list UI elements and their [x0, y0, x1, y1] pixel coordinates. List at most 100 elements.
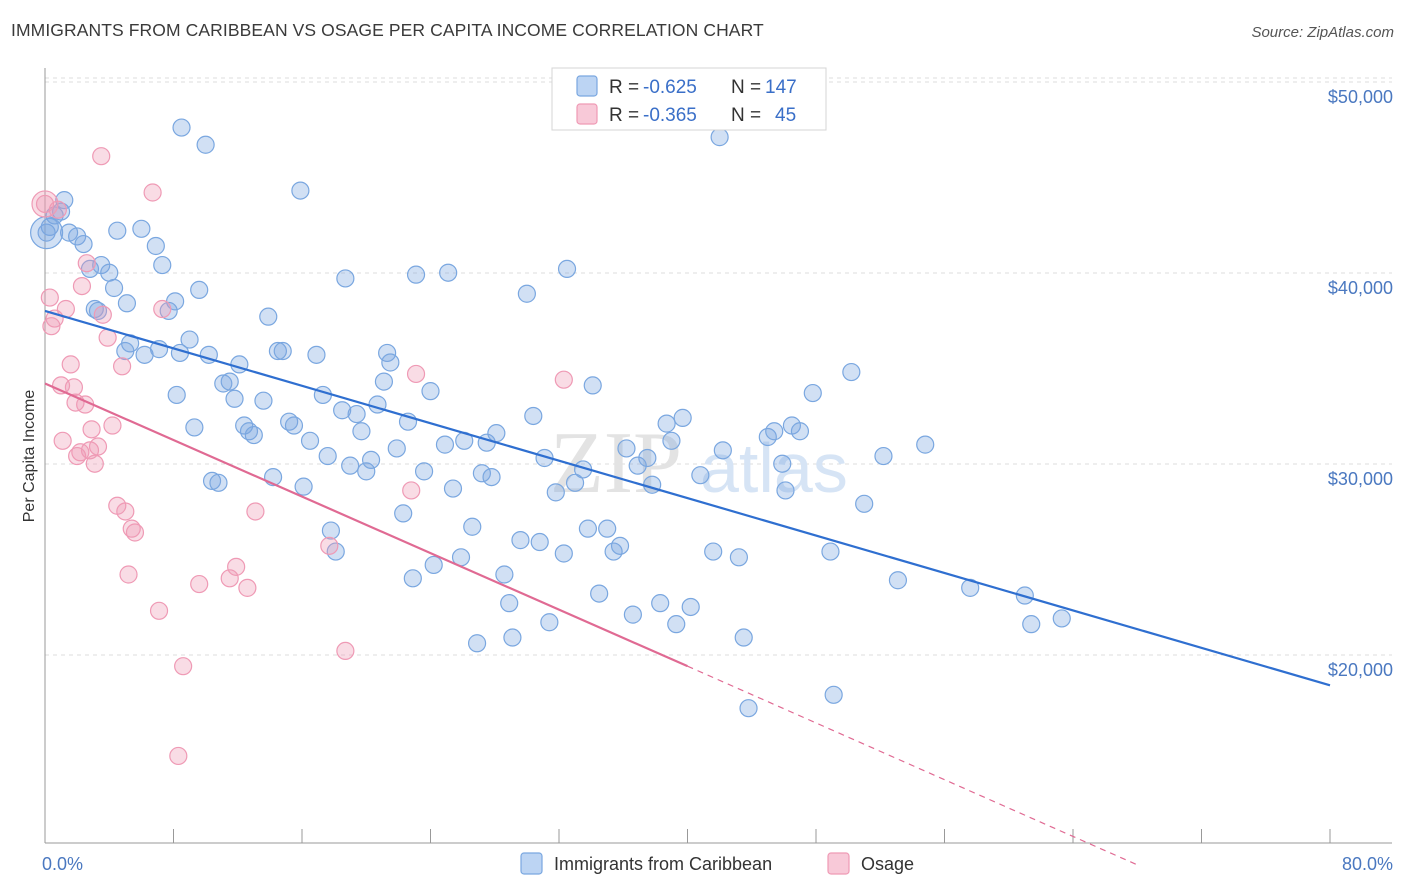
point-caribbean — [104, 278, 124, 298]
point-caribbean — [167, 385, 186, 405]
point-osage — [336, 641, 355, 661]
point-caribbean — [1022, 615, 1041, 634]
point-osage — [320, 536, 339, 555]
point-osage — [93, 305, 112, 324]
trend-lines — [44, 309, 1331, 866]
legend-r-label-2: R = — [609, 105, 639, 126]
point-caribbean — [381, 353, 400, 372]
point-osage — [402, 481, 421, 500]
point-caribbean — [578, 519, 598, 538]
point-caribbean — [336, 269, 355, 288]
point-caribbean — [821, 542, 840, 561]
point-caribbean — [40, 217, 59, 236]
y-tick-label: $50,000 — [1328, 87, 1393, 107]
point-caribbean — [414, 462, 434, 481]
point-caribbean — [651, 594, 670, 613]
point-caribbean — [172, 118, 191, 137]
point-osage — [40, 288, 59, 307]
point-caribbean — [729, 548, 749, 567]
point-caribbean — [888, 571, 908, 590]
point-osage — [169, 746, 188, 766]
point-caribbean — [530, 532, 549, 552]
point-caribbean — [190, 280, 209, 300]
point-osage — [119, 565, 138, 584]
point-caribbean — [842, 362, 861, 382]
point-caribbean — [803, 383, 822, 403]
y-tick-label: $20,000 — [1328, 660, 1393, 680]
stats-legend: R = -0.625 N = 147 R = -0.365 N = 45 — [551, 67, 827, 131]
point-caribbean — [220, 372, 239, 391]
point-osage — [149, 601, 169, 620]
point-caribbean — [554, 544, 573, 563]
point-caribbean — [546, 483, 565, 502]
point-caribbean — [406, 265, 426, 284]
point-osage — [174, 657, 193, 676]
point-caribbean — [691, 466, 710, 485]
point-caribbean — [590, 584, 609, 603]
point-caribbean — [824, 685, 843, 704]
y-tick-label: $30,000 — [1328, 469, 1393, 489]
point-osage — [406, 364, 426, 384]
point-caribbean — [196, 135, 215, 154]
point-caribbean — [657, 414, 676, 433]
point-caribbean — [583, 376, 602, 395]
point-caribbean — [294, 477, 313, 496]
x-tick-labels: 0.0% 80.0% — [42, 854, 1393, 874]
point-caribbean — [100, 263, 119, 282]
point-osage — [88, 437, 108, 456]
point-caribbean — [116, 341, 135, 361]
point-caribbean — [333, 401, 352, 420]
point-caribbean — [180, 330, 199, 349]
point-caribbean — [565, 473, 585, 492]
point-caribbean — [734, 628, 753, 647]
point-caribbean — [472, 464, 491, 483]
point-caribbean — [55, 191, 74, 210]
series-osage-points — [31, 147, 573, 766]
point-caribbean — [74, 234, 93, 254]
point-caribbean — [394, 504, 413, 523]
point-caribbean — [378, 343, 397, 363]
point-caribbean — [259, 307, 278, 326]
point-caribbean — [790, 422, 810, 441]
point-caribbean — [51, 202, 71, 221]
x-tick-label-end: 80.0% — [1342, 854, 1393, 874]
legend-n-value-1: 147 — [765, 77, 797, 98]
point-caribbean — [704, 542, 723, 561]
point-osage — [220, 569, 239, 588]
point-caribbean — [225, 389, 244, 408]
point-caribbean — [254, 391, 273, 410]
bottom-swatch-caribbean — [520, 852, 543, 875]
point-caribbean — [185, 418, 204, 437]
point-caribbean — [540, 613, 559, 632]
point-caribbean — [284, 416, 304, 435]
point-caribbean — [214, 374, 233, 393]
point-caribbean — [598, 519, 617, 538]
point-caribbean — [374, 372, 394, 391]
chart-title: IMMIGRANTS FROM CARIBBEAN VS OSAGE PER C… — [11, 20, 764, 40]
point-caribbean — [424, 555, 443, 575]
point-caribbean — [80, 259, 100, 278]
point-caribbean — [68, 227, 87, 246]
point-caribbean — [153, 255, 172, 275]
point-osage — [53, 431, 72, 450]
point-caribbean — [347, 404, 366, 424]
point-osage — [103, 416, 122, 435]
point-caribbean — [673, 408, 692, 427]
point-caribbean — [108, 221, 127, 240]
point-osage — [153, 299, 172, 319]
trend-line-osage-extension — [687, 665, 1138, 866]
point-caribbean — [874, 446, 893, 466]
point-osage — [72, 276, 92, 296]
point-caribbean — [307, 345, 326, 364]
y-axis-title: Per Capita Income — [21, 390, 38, 523]
y-tick-labels: $20,000 $30,000 $40,000 $50,000 — [1328, 87, 1393, 680]
stats-legend-box — [551, 67, 827, 131]
point-caribbean — [511, 531, 530, 550]
bottom-legend-osage: Osage — [861, 854, 914, 874]
point-caribbean — [916, 435, 935, 454]
point-caribbean — [681, 597, 700, 617]
point-caribbean — [273, 341, 292, 361]
point-caribbean — [235, 416, 254, 435]
point-osage — [77, 254, 96, 273]
